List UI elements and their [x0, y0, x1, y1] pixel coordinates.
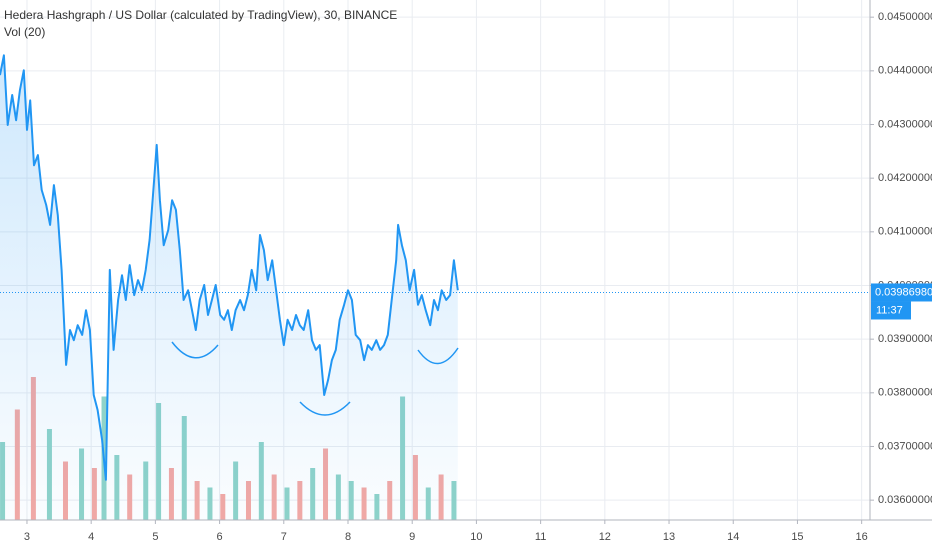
x-tick-label: 8: [345, 531, 351, 543]
price-line: [0, 54, 459, 481]
y-tick-label: 0.04500000: [878, 11, 932, 23]
x-tick-label: 14: [727, 531, 739, 543]
annotation-arc: [171, 341, 219, 359]
annotation-arc: [299, 401, 351, 416]
x-tick-label: 16: [856, 531, 868, 543]
chart-subtitle: Vol (20): [4, 25, 45, 39]
x-tick-label: 4: [88, 531, 94, 543]
last-price-label: 0.03986980: [875, 286, 932, 298]
y-tick-label: 0.03800000: [878, 387, 932, 399]
y-tick-label: 0.04100000: [878, 226, 932, 238]
chart-title: Hedera Hashgraph / US Dollar (calculated…: [4, 8, 397, 22]
x-tick-label: 15: [791, 531, 803, 543]
x-tick-label: 10: [470, 531, 482, 543]
x-tick-label: 7: [281, 531, 287, 543]
x-tick-label: 5: [152, 531, 158, 543]
y-tick-label: 0.03600000: [878, 494, 932, 506]
x-tick-label: 11: [535, 531, 546, 543]
y-tick-label: 0.04200000: [878, 172, 932, 184]
x-tick-label: 12: [599, 531, 611, 543]
y-tick-label: 0.04400000: [878, 65, 932, 77]
time-label: 11:37: [876, 304, 903, 316]
x-tick-label: 6: [217, 531, 223, 543]
y-tick-label: 0.04300000: [878, 118, 932, 130]
x-tick-label: 9: [409, 531, 415, 543]
time-box: [871, 301, 911, 320]
last-price-box: [871, 283, 932, 302]
x-tick-label: 13: [663, 531, 675, 543]
x-tick-label: 3: [24, 531, 30, 543]
y-tick-label: 0.03900000: [878, 333, 932, 345]
y-tick-label: 0.03700000: [878, 440, 932, 452]
price-area: [0, 55, 458, 521]
annotation-arc: [417, 347, 459, 365]
